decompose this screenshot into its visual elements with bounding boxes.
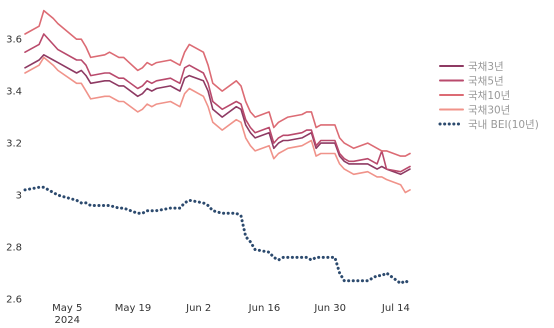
series-line-5 xyxy=(23,185,412,285)
x-tick-label: Jun 30 xyxy=(313,303,346,314)
legend-label: 국내 BEI(10년) xyxy=(468,119,539,131)
legend-item[interactable]: 국채3년 xyxy=(439,61,504,73)
x-tick-label: Jun 16 xyxy=(248,303,281,314)
x-tick-label: May 5 xyxy=(52,303,82,314)
legend-item[interactable]: 국채30년 xyxy=(439,105,510,117)
y-tick-label: 3 xyxy=(16,191,22,202)
y-axis: 2.6 2.8 3 3.2 3.4 3.6 xyxy=(6,35,22,306)
series-line-2 xyxy=(24,33,411,173)
x-tick-label: Jul 14 xyxy=(381,303,410,314)
legend-item[interactable]: 국내 BEI(10년) xyxy=(438,119,539,131)
y-tick-label: 3.4 xyxy=(6,87,22,98)
series-line-1 xyxy=(24,53,411,176)
legend-label: 국채5년 xyxy=(468,76,504,88)
x-tick-label: Jun 2 xyxy=(185,303,211,314)
series-line-4 xyxy=(24,56,411,194)
legend-label: 국채3년 xyxy=(468,61,504,73)
x-tick-year-label: 2024 xyxy=(55,315,80,326)
legend-item[interactable]: 국채10년 xyxy=(439,90,510,102)
y-tick-label: 2.8 xyxy=(6,243,22,254)
y-tick-label: 3.6 xyxy=(6,35,22,46)
y-tick-label: 3.2 xyxy=(6,139,22,150)
legend-label: 국채30년 xyxy=(468,105,510,117)
legend-label: 국채10년 xyxy=(468,90,510,102)
legend-item[interactable]: 국채5년 xyxy=(439,76,504,88)
series-layer xyxy=(23,9,412,285)
x-tick-label: May 19 xyxy=(115,303,152,314)
y-tick-label: 2.6 xyxy=(6,295,22,306)
series-line-3 xyxy=(24,9,411,157)
